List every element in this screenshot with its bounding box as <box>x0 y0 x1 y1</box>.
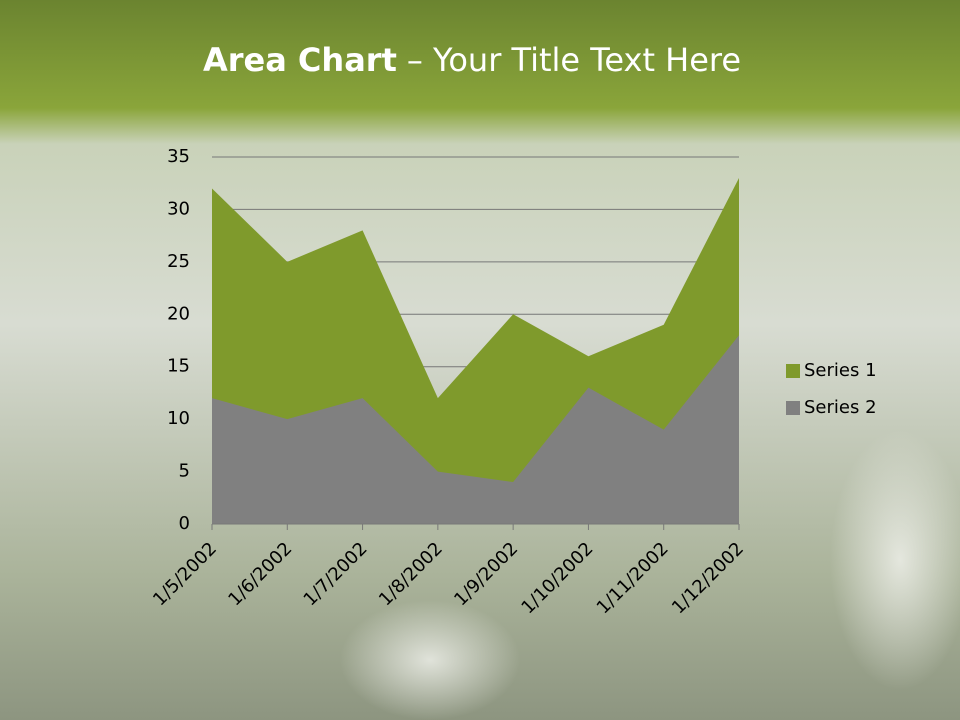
y-tick-label: 35 <box>167 146 190 167</box>
y-tick-label: 30 <box>167 198 190 219</box>
title-bold: Area Chart <box>203 41 397 79</box>
y-tick-label: 10 <box>167 408 190 429</box>
legend-label: Series 2 <box>804 397 877 418</box>
y-tick-label: 15 <box>167 356 190 377</box>
slide-title: Area Chart – Your Title Text Here <box>203 41 741 79</box>
y-tick-label: 5 <box>179 461 190 482</box>
background-flower <box>830 430 960 690</box>
y-tick-label: 20 <box>167 303 190 324</box>
legend-swatch <box>786 364 800 378</box>
y-tick-label: 0 <box>179 513 190 534</box>
legend-swatch <box>786 401 800 415</box>
title-rest: – Your Title Text Here <box>407 41 741 79</box>
legend-label: Series 1 <box>804 360 877 381</box>
area <box>212 335 739 524</box>
y-tick-label: 25 <box>167 251 190 272</box>
background-flower <box>340 600 520 720</box>
